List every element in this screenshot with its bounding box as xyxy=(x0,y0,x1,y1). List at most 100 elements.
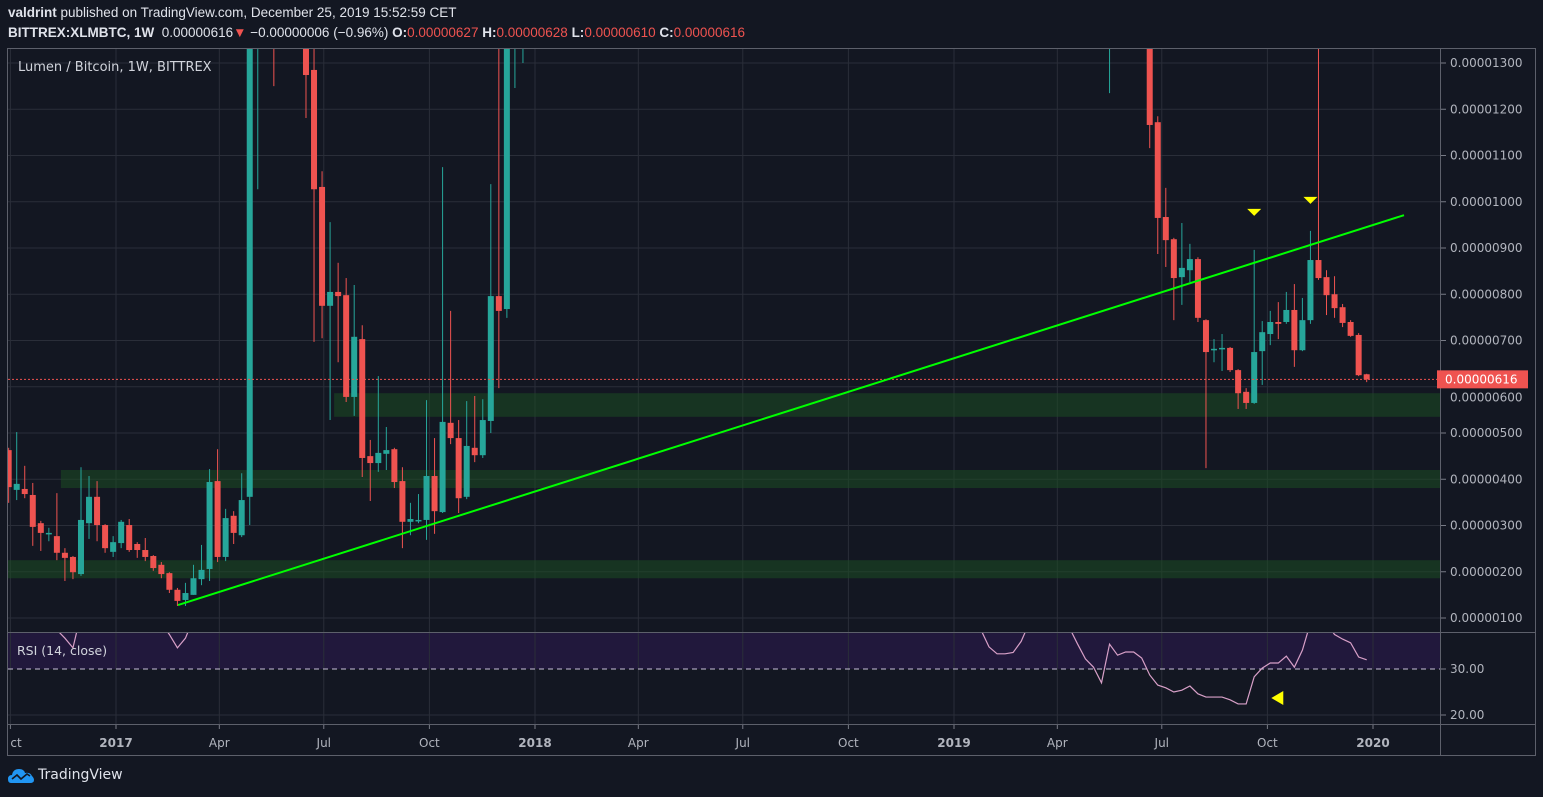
candle-body xyxy=(351,336,358,397)
candle xyxy=(1211,339,1218,363)
y-tick-label: 0.00000700 xyxy=(1450,334,1523,348)
candle-body xyxy=(110,542,117,552)
candle xyxy=(142,537,149,562)
candle xyxy=(327,222,334,421)
candle xyxy=(1331,276,1338,318)
candle-body xyxy=(359,339,366,458)
series-legend[interactable]: Lumen / Bitcoin, 1W, BITTREX xyxy=(18,60,212,75)
candle-body xyxy=(246,49,253,497)
support-zone xyxy=(334,393,1440,417)
candle xyxy=(238,473,245,538)
candle-body xyxy=(37,523,44,533)
candle xyxy=(1154,116,1161,255)
x-tick-label: Apr xyxy=(1047,736,1068,750)
candle xyxy=(102,524,109,553)
candle xyxy=(37,520,44,551)
high-label: H: xyxy=(482,25,497,40)
candle-body xyxy=(1154,122,1161,218)
rsi-legend[interactable]: RSI (14, close) xyxy=(17,643,108,658)
candle-body xyxy=(495,296,502,311)
candle xyxy=(8,447,12,503)
candle-body xyxy=(1315,260,1322,279)
candle xyxy=(479,399,486,458)
rsi-line xyxy=(59,633,78,650)
candle-body xyxy=(1178,267,1185,278)
candle xyxy=(134,542,141,558)
candles xyxy=(8,0,1370,606)
candle xyxy=(1315,49,1322,280)
drawings[interactable] xyxy=(8,196,1440,607)
trendline[interactable] xyxy=(177,214,1405,607)
candle xyxy=(1283,291,1290,324)
candle xyxy=(319,171,326,339)
candle-body xyxy=(1323,277,1330,296)
candle xyxy=(455,420,462,514)
x-tick-label: Jul xyxy=(1154,736,1169,750)
rsi-line xyxy=(167,633,189,649)
candle-body xyxy=(158,564,165,575)
candle xyxy=(503,49,510,318)
candle-body xyxy=(319,186,326,306)
candle-body xyxy=(13,483,20,490)
y-tick-label: 0.00001100 xyxy=(1450,149,1523,163)
candle-body xyxy=(118,521,125,544)
candle xyxy=(335,262,342,363)
candle-body xyxy=(1355,334,1362,376)
candle xyxy=(45,527,52,542)
candle xyxy=(166,572,173,594)
candle-body xyxy=(166,573,173,590)
candle xyxy=(1219,334,1226,372)
candle xyxy=(1259,321,1266,385)
candle-body xyxy=(367,456,374,464)
current-price-label: 0.00000616 xyxy=(1445,372,1518,386)
candle xyxy=(1235,369,1242,409)
candle-body xyxy=(383,450,390,454)
publish-info: valdrint published on TradingView.com, D… xyxy=(8,5,457,20)
candle-body xyxy=(1170,239,1177,279)
candle xyxy=(198,544,205,586)
candle xyxy=(423,400,430,540)
open-label: O: xyxy=(392,25,408,40)
grid xyxy=(8,49,1440,724)
candle xyxy=(1267,310,1274,346)
triangle-left-icon xyxy=(1271,690,1284,705)
candle-body xyxy=(503,49,510,310)
author-name[interactable]: valdrint xyxy=(8,5,57,20)
candle-body xyxy=(1107,0,1113,17)
candle xyxy=(61,548,68,581)
x-tick-label: Oct xyxy=(1257,736,1278,750)
candle-body xyxy=(126,525,133,551)
candle-body xyxy=(399,481,406,522)
candle-body xyxy=(1186,259,1193,271)
candle xyxy=(447,310,454,445)
candle xyxy=(1299,297,1306,352)
close-value: 0.00000616 xyxy=(673,25,745,40)
candle xyxy=(110,536,117,557)
candle-body xyxy=(174,589,181,601)
candle xyxy=(359,325,366,477)
candle-body xyxy=(102,525,109,549)
y-tick-label: 0.00000300 xyxy=(1450,519,1523,533)
x-tick-label: Oct xyxy=(419,736,440,750)
candle-body xyxy=(1243,391,1250,403)
candle-body xyxy=(471,447,478,456)
candle-body xyxy=(206,482,213,569)
candle-body xyxy=(1211,348,1218,351)
support-zone xyxy=(60,470,1440,489)
candle-body xyxy=(1299,320,1306,351)
chart-frame xyxy=(7,48,1536,756)
last-price: 0.00000616 xyxy=(161,25,234,40)
candle xyxy=(514,49,516,88)
x-tick-label: 2018 xyxy=(518,736,551,750)
candle-body xyxy=(1146,49,1153,125)
rsi-tick-label: 20.00 xyxy=(1450,708,1484,722)
candle-body xyxy=(1251,352,1258,403)
candle xyxy=(1339,303,1346,328)
open-value: 0.00000627 xyxy=(407,25,479,40)
rsi-tick-label: 30.00 xyxy=(1450,662,1484,676)
support-zones xyxy=(8,393,1440,579)
support-zone xyxy=(8,560,1440,579)
tradingview-logo[interactable]: TradingView xyxy=(8,766,123,784)
x-tick-label: Jul xyxy=(735,736,750,750)
